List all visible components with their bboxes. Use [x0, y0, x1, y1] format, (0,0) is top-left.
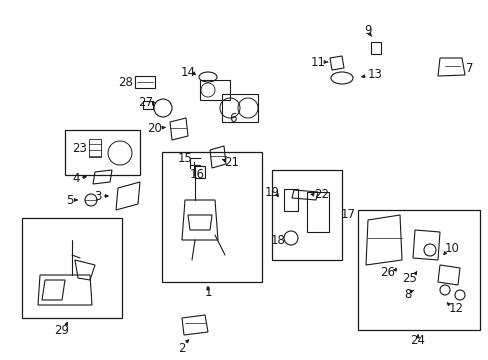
Bar — [195, 166, 204, 178]
Bar — [200, 80, 229, 100]
Text: 4: 4 — [72, 171, 80, 184]
Text: 6: 6 — [229, 112, 236, 125]
Text: 9: 9 — [364, 23, 371, 36]
Bar — [306, 192, 328, 232]
Text: 19: 19 — [264, 186, 279, 199]
Text: 16: 16 — [189, 168, 204, 181]
Text: 17: 17 — [340, 208, 355, 221]
Text: 14: 14 — [180, 66, 195, 78]
Text: 10: 10 — [444, 242, 459, 255]
Text: 13: 13 — [367, 68, 382, 81]
Bar — [222, 94, 258, 122]
Text: 26: 26 — [380, 266, 395, 279]
Text: 1: 1 — [204, 285, 211, 298]
Bar — [162, 152, 262, 282]
Bar — [284, 189, 297, 211]
Bar — [370, 42, 380, 54]
Text: 12: 12 — [447, 302, 463, 315]
Bar — [89, 139, 101, 157]
Text: 8: 8 — [404, 288, 411, 301]
Text: 7: 7 — [465, 62, 473, 75]
Text: 5: 5 — [66, 194, 74, 207]
Text: 2: 2 — [178, 342, 185, 355]
Text: 3: 3 — [94, 189, 102, 202]
Text: 29: 29 — [54, 324, 69, 337]
Text: 15: 15 — [177, 152, 192, 165]
Text: 20: 20 — [147, 122, 162, 135]
Text: 24: 24 — [409, 333, 425, 346]
Text: 25: 25 — [402, 271, 417, 284]
Text: 11: 11 — [310, 55, 325, 68]
Bar — [22, 218, 122, 318]
Bar — [357, 210, 479, 330]
Text: 28: 28 — [118, 76, 133, 89]
Bar — [271, 170, 341, 260]
Text: 18: 18 — [270, 234, 285, 247]
Text: 27: 27 — [138, 96, 153, 109]
Text: 22: 22 — [314, 189, 329, 202]
Text: 23: 23 — [72, 141, 87, 154]
Bar — [135, 76, 155, 88]
Text: 21: 21 — [224, 156, 239, 168]
Bar — [142, 101, 153, 109]
Bar — [65, 130, 140, 175]
